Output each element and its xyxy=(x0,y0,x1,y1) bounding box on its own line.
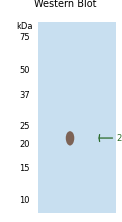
Text: Western Blot: Western Blot xyxy=(34,0,97,9)
Text: 22kDa: 22kDa xyxy=(116,134,122,143)
Bar xyxy=(38,22,116,213)
Ellipse shape xyxy=(66,131,74,146)
Text: kDa: kDa xyxy=(16,22,32,31)
